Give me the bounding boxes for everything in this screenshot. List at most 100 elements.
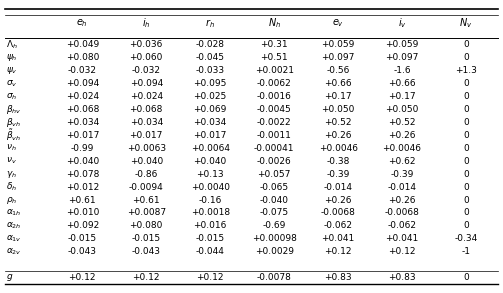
Text: $\alpha_{1h}$: $\alpha_{1h}$ — [6, 208, 22, 218]
Text: +0.016: +0.016 — [194, 222, 227, 230]
Text: +0.057: +0.057 — [258, 170, 291, 179]
Text: $\alpha_{2h}$: $\alpha_{2h}$ — [6, 221, 22, 231]
Text: $\beta_{vh}$: $\beta_{vh}$ — [6, 116, 21, 129]
Text: -0.39: -0.39 — [326, 170, 350, 179]
Text: 0: 0 — [463, 195, 469, 205]
Text: -0.0026: -0.0026 — [257, 157, 292, 166]
Text: +0.059: +0.059 — [321, 40, 355, 49]
Text: -0.16: -0.16 — [199, 195, 222, 205]
Text: -0.015: -0.015 — [196, 234, 225, 243]
Text: -0.34: -0.34 — [454, 234, 478, 243]
Text: +0.080: +0.080 — [130, 222, 163, 230]
Text: $\rho_h$: $\rho_h$ — [6, 195, 18, 205]
Text: 0: 0 — [463, 170, 469, 179]
Text: +0.12: +0.12 — [132, 273, 160, 282]
Text: -0.0062: -0.0062 — [257, 79, 292, 88]
Text: -0.0094: -0.0094 — [129, 183, 163, 192]
Text: -0.56: -0.56 — [326, 66, 350, 75]
Text: -0.0016: -0.0016 — [257, 92, 292, 101]
Text: +0.00098: +0.00098 — [252, 234, 297, 243]
Text: 0: 0 — [463, 79, 469, 88]
Text: +0.094: +0.094 — [66, 79, 99, 88]
Text: $\sigma_h$: $\sigma_h$ — [6, 91, 17, 102]
Text: +0.069: +0.069 — [194, 105, 227, 114]
Text: $\tilde{\beta}_{vh}$: $\tilde{\beta}_{vh}$ — [6, 127, 21, 143]
Text: +0.12: +0.12 — [197, 273, 224, 282]
Text: -1: -1 — [461, 247, 470, 256]
Text: +0.0087: +0.0087 — [127, 208, 166, 217]
Text: +0.049: +0.049 — [66, 40, 99, 49]
Text: -0.015: -0.015 — [68, 234, 97, 243]
Text: $N_v$: $N_v$ — [459, 16, 473, 30]
Text: -0.0022: -0.0022 — [257, 118, 291, 127]
Text: +0.52: +0.52 — [324, 118, 352, 127]
Text: +0.024: +0.024 — [66, 92, 99, 101]
Text: $\psi_h$: $\psi_h$ — [6, 52, 18, 63]
Text: +0.83: +0.83 — [324, 273, 352, 282]
Text: -1.6: -1.6 — [393, 66, 411, 75]
Text: $\nu_h$: $\nu_h$ — [6, 143, 17, 154]
Text: +0.034: +0.034 — [66, 118, 99, 127]
Text: +0.092: +0.092 — [66, 222, 99, 230]
Text: +0.017: +0.017 — [194, 131, 227, 140]
Text: +0.017: +0.017 — [65, 131, 99, 140]
Text: -0.033: -0.033 — [196, 66, 225, 75]
Text: +0.040: +0.040 — [130, 157, 163, 166]
Text: -0.69: -0.69 — [263, 222, 286, 230]
Text: 0: 0 — [463, 208, 469, 217]
Text: +0.095: +0.095 — [194, 79, 227, 88]
Text: +0.26: +0.26 — [388, 131, 416, 140]
Text: -0.0045: -0.0045 — [257, 105, 292, 114]
Text: +0.060: +0.060 — [130, 53, 163, 62]
Text: 0: 0 — [463, 53, 469, 62]
Text: $r_h$: $r_h$ — [205, 17, 215, 30]
Text: -0.032: -0.032 — [68, 66, 97, 75]
Text: +0.12: +0.12 — [68, 273, 96, 282]
Text: -0.075: -0.075 — [260, 208, 289, 217]
Text: -0.0068: -0.0068 — [385, 208, 420, 217]
Text: $e_h$: $e_h$ — [76, 18, 88, 29]
Text: -0.040: -0.040 — [260, 195, 289, 205]
Text: 0: 0 — [463, 144, 469, 153]
Text: +0.036: +0.036 — [130, 40, 163, 49]
Text: +0.050: +0.050 — [385, 105, 418, 114]
Text: -0.044: -0.044 — [196, 247, 225, 256]
Text: $\nu_v$: $\nu_v$ — [6, 156, 17, 166]
Text: +0.094: +0.094 — [130, 79, 163, 88]
Text: -0.86: -0.86 — [134, 170, 158, 179]
Text: +0.024: +0.024 — [130, 92, 163, 101]
Text: +0.0029: +0.0029 — [255, 247, 294, 256]
Text: +0.26: +0.26 — [324, 131, 352, 140]
Text: +0.17: +0.17 — [324, 92, 352, 101]
Text: $\psi_v$: $\psi_v$ — [6, 65, 18, 76]
Text: $e_v$: $e_v$ — [332, 18, 344, 29]
Text: +0.0021: +0.0021 — [255, 66, 294, 75]
Text: 0: 0 — [463, 105, 469, 114]
Text: $\alpha_{1v}$: $\alpha_{1v}$ — [6, 234, 22, 244]
Text: +0.26: +0.26 — [388, 195, 416, 205]
Text: +0.12: +0.12 — [324, 247, 352, 256]
Text: +0.51: +0.51 — [261, 53, 288, 62]
Text: -0.014: -0.014 — [387, 183, 416, 192]
Text: +0.13: +0.13 — [196, 170, 224, 179]
Text: +0.61: +0.61 — [68, 195, 96, 205]
Text: -0.062: -0.062 — [387, 222, 416, 230]
Text: +0.61: +0.61 — [132, 195, 160, 205]
Text: -0.39: -0.39 — [390, 170, 414, 179]
Text: +0.025: +0.025 — [194, 92, 227, 101]
Text: $\gamma_h$: $\gamma_h$ — [6, 168, 17, 180]
Text: +0.0018: +0.0018 — [191, 208, 230, 217]
Text: +0.068: +0.068 — [65, 105, 99, 114]
Text: -0.00041: -0.00041 — [254, 144, 294, 153]
Text: 0: 0 — [463, 183, 469, 192]
Text: +0.050: +0.050 — [321, 105, 355, 114]
Text: +0.66: +0.66 — [388, 79, 416, 88]
Text: +0.0040: +0.0040 — [191, 183, 230, 192]
Text: +0.0063: +0.0063 — [127, 144, 166, 153]
Text: +0.62: +0.62 — [388, 157, 416, 166]
Text: -0.38: -0.38 — [326, 157, 350, 166]
Text: $\Lambda_h$: $\Lambda_h$ — [6, 38, 18, 51]
Text: -0.032: -0.032 — [132, 66, 161, 75]
Text: +0.040: +0.040 — [194, 157, 227, 166]
Text: $\beta_{hv}$: $\beta_{hv}$ — [6, 103, 22, 116]
